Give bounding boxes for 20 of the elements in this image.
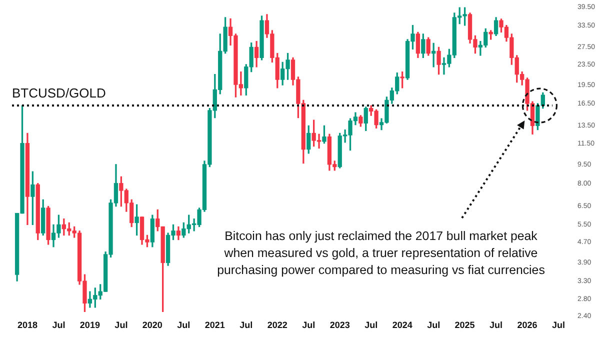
x-tick-label: Jul (364, 320, 378, 330)
x-tick-label: Jul (427, 320, 440, 330)
x-tick-label: Jul (302, 320, 316, 330)
x-tick-label: 2019 (80, 320, 100, 330)
x-tick-label: 2021 (204, 320, 225, 330)
x-tick-label: 2023 (330, 320, 350, 330)
x-tick-label: 2018 (17, 320, 38, 330)
x-tick-label: Jul (114, 320, 128, 330)
x-tick-label: 2022 (267, 320, 288, 330)
x-tick-label: 2025 (454, 320, 475, 330)
x-tick-label: 2024 (392, 320, 412, 330)
x-tick-label: Jul (552, 320, 566, 330)
annotation: Bitcoin has only just reclaimed the 2017 bull market peak when measured vs gold, a truer representation of relative purchasing power compared to measuring vs fiat currencies (216, 228, 546, 279)
x-tick-label: Jul (490, 320, 503, 330)
ref-line-label: BTCUSD/GOLD (12, 86, 106, 101)
x-tick-label: Jul (240, 320, 253, 330)
x-tick-label: 2020 (142, 320, 162, 330)
x-tick-label: 2026 (517, 320, 538, 330)
x-tick-label: Jul (52, 320, 66, 330)
x-tick-label: Jul (177, 320, 190, 330)
